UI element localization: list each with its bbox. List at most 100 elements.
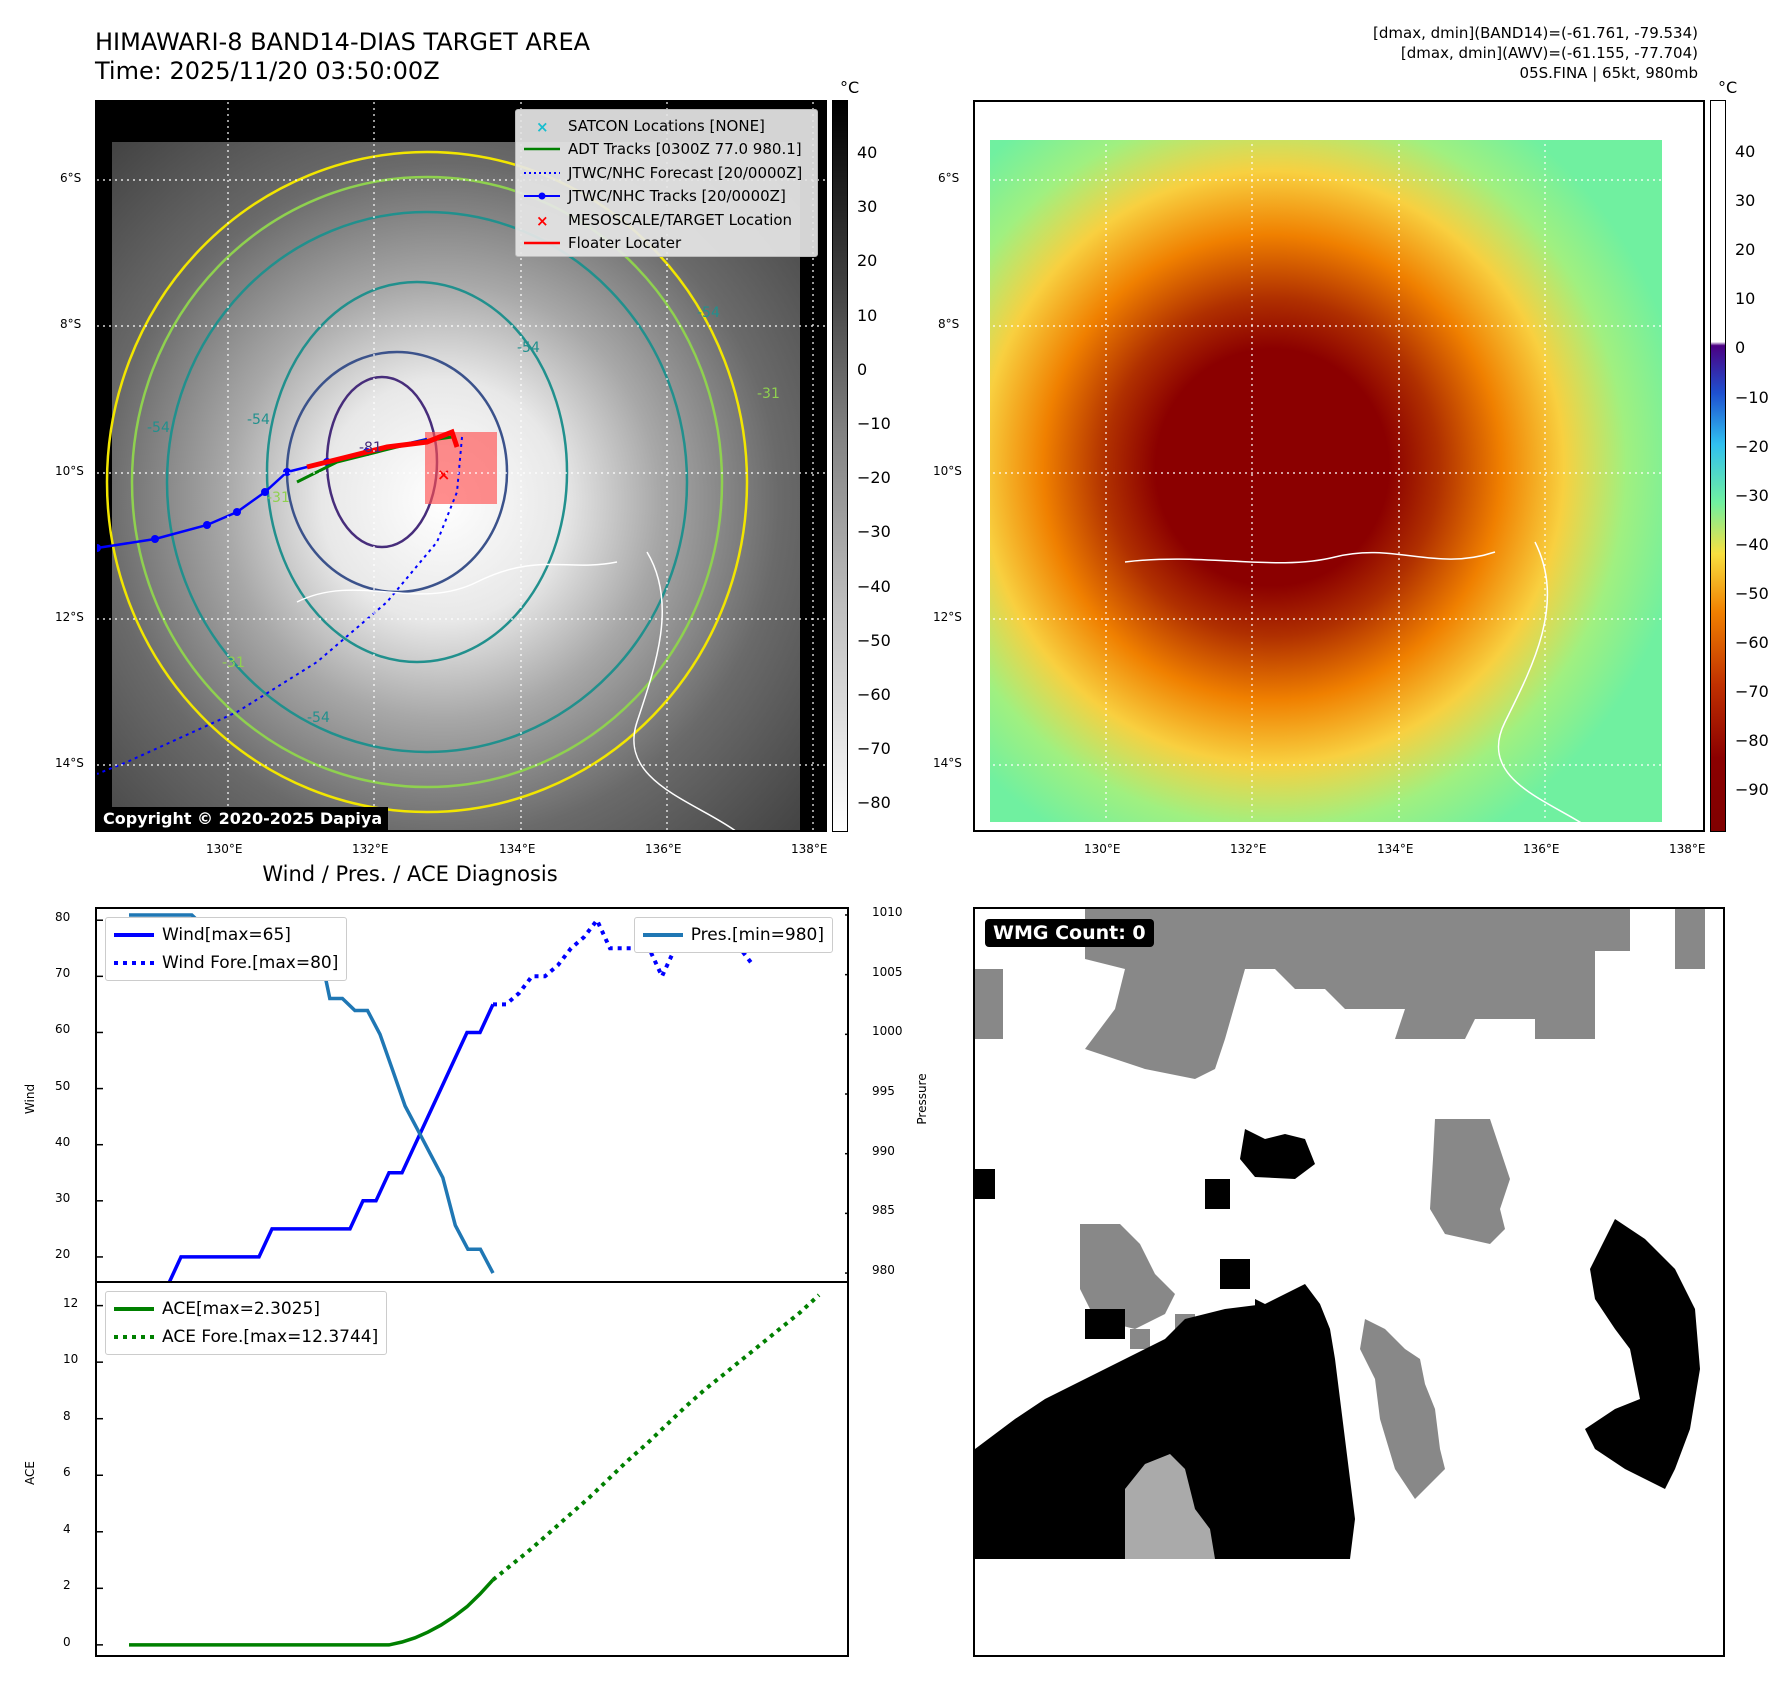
contour-label: -31 xyxy=(267,490,290,506)
lon-tick: 136°E xyxy=(645,842,682,856)
ace-panel: ACE[max=2.3025] ACE Fore.[max=12.3744] xyxy=(95,1281,849,1657)
pressure-ytick: 1010 xyxy=(872,904,903,919)
svg-text:×: × xyxy=(536,119,549,133)
lon-tick: 132°E xyxy=(1230,842,1267,856)
lat-tick: 6°S xyxy=(60,171,82,185)
awv-map-panel xyxy=(973,100,1705,832)
ace-ytick: 4 xyxy=(63,1521,71,1536)
svg-text:-54: -54 xyxy=(307,710,330,726)
colorbar-tick: 20 xyxy=(857,251,878,271)
wmg-light-region xyxy=(1125,1454,1215,1559)
svg-text:-81: -81 xyxy=(359,440,382,456)
wind-legend: Wind[max=65] Wind Fore.[max=80] xyxy=(105,917,348,981)
pressure-legend: Pres.[min=980] xyxy=(633,917,833,953)
svg-text:-54: -54 xyxy=(517,340,540,356)
ace-fore-legend-label: ACE Fore.[max=12.3744] xyxy=(162,1327,379,1347)
lon-tick: 138°E xyxy=(791,842,828,856)
colorbar-tick: −40 xyxy=(1735,534,1769,554)
colorbar-tick: −60 xyxy=(857,685,891,704)
map-legend-label: ADT Tracks [0300Z 77.0 980.1] xyxy=(568,140,802,159)
wind-ytick: 20 xyxy=(55,1246,71,1261)
jtwc-forecast xyxy=(97,436,463,775)
wind-ytick: 80 xyxy=(55,910,71,925)
map-legend-label: JTWC/NHC Tracks [20/0000Z] xyxy=(568,187,786,206)
map-legend-label: JTWC/NHC Forecast [20/0000Z] xyxy=(568,163,803,182)
map-legend-label: Floater Locater xyxy=(568,234,682,253)
colorbar1-unit: °C xyxy=(840,78,860,97)
colorbar-tick: −70 xyxy=(1735,682,1769,702)
wind-pressure-panel: Wind[max=65] Wind Fore.[max=80] Pres.[mi… xyxy=(95,907,849,1283)
colorbar-tick: −60 xyxy=(1735,633,1769,652)
ace-forecast-line xyxy=(491,1293,821,1582)
lon-tick: 130°E xyxy=(1084,842,1121,856)
wind-fore-legend-label: Wind Fore.[max=80] xyxy=(162,953,339,973)
wind-ytick: 40 xyxy=(55,1134,71,1149)
colorbar-gray xyxy=(832,100,848,832)
ace-ylabel: ACE xyxy=(23,1461,37,1485)
wmg-gray-region xyxy=(975,909,1705,1499)
lat-tick: 14°S xyxy=(55,756,84,770)
info-storm: 05S.FINA | 65kt, 980mb xyxy=(1519,64,1698,82)
map-legend-entry: ADT Tracks [0300Z 77.0 980.1] xyxy=(524,138,809,162)
target-box xyxy=(425,432,497,504)
wmg-count-badge: WMG Count: 0 xyxy=(985,919,1154,947)
ace-legend-label: ACE[max=2.3025] xyxy=(162,1299,320,1319)
svg-text:×: × xyxy=(536,213,549,227)
colorbar-tick: 20 xyxy=(1735,240,1756,260)
map-legend: × SATCON Locations [NONE] ADT Tracks [0300… xyxy=(515,109,818,257)
lat-tick: 14°S xyxy=(933,756,962,770)
colorbar-tick: 0 xyxy=(857,359,868,379)
colorbar-tick: −10 xyxy=(1735,387,1769,407)
ace-ytick: 2 xyxy=(63,1578,71,1593)
ace-ytick: 0 xyxy=(63,1634,71,1649)
wind-forecast-line xyxy=(493,916,755,1007)
pressure-ytick: 1005 xyxy=(872,964,903,979)
map-legend-entry: Floater Locater xyxy=(524,232,809,256)
awv-image xyxy=(990,140,1662,822)
colorbar2-unit: °C xyxy=(1718,78,1738,97)
pressure-ytick: 980 xyxy=(872,1263,895,1278)
lon-tick: 132°E xyxy=(352,842,389,856)
pressure-ytick: 990 xyxy=(872,1143,895,1158)
info-band14: [dmax, dmin](BAND14)=(-61.761, -79.534) xyxy=(1373,24,1698,42)
colorbar-tick: −10 xyxy=(857,414,891,433)
colorbar-tick: −30 xyxy=(857,522,891,542)
map-legend-label: MESOSCALE/TARGET Location xyxy=(568,210,793,229)
pressure-ytick: 1000 xyxy=(872,1024,903,1039)
colorbar-tick: −20 xyxy=(1735,436,1769,456)
lat-tick: 8°S xyxy=(60,317,82,331)
colorbar-tick: −40 xyxy=(857,576,891,596)
wmg-black-region xyxy=(975,1129,1700,1559)
colorbar-tick: −20 xyxy=(857,468,891,488)
colorbar-tick: −80 xyxy=(1735,731,1769,751)
wmg-panel: WMG Count: 0 xyxy=(973,907,1725,1657)
copyright: Copyright © 2020-2025 Dapiya xyxy=(97,807,389,830)
lon-tick: 136°E xyxy=(1523,842,1560,856)
colorbar-tick: −80 xyxy=(857,793,891,813)
pressure-ylabel: Pressure xyxy=(915,1073,929,1125)
info-awv: [dmax, dmin](AWV)=(-61.155, -77.704) xyxy=(1400,44,1698,62)
colorbar-tick: −50 xyxy=(1735,583,1769,603)
map-legend-entry: JTWC/NHC Tracks [20/0000Z] xyxy=(524,185,809,209)
svg-text:-54: -54 xyxy=(697,305,720,321)
ace-ytick: 10 xyxy=(63,1352,79,1367)
ace-series-line xyxy=(129,1578,495,1647)
lat-tick: 12°S xyxy=(933,610,962,624)
colorbar-tick: 40 xyxy=(1735,142,1756,161)
lon-tick: 130°E xyxy=(206,842,243,856)
lat-tick: 10°S xyxy=(933,464,962,478)
floater-track xyxy=(306,428,460,470)
wind-ytick: 60 xyxy=(55,1022,71,1037)
colorbar-tick: −70 xyxy=(857,739,891,759)
colorbar-awv xyxy=(1710,100,1726,832)
ace-ytick: 8 xyxy=(63,1408,71,1423)
colorbar-tick: 10 xyxy=(857,305,878,325)
colorbar-tick: 30 xyxy=(857,197,878,217)
pressure-legend-label: Pres.[min=980] xyxy=(690,925,824,945)
figure-title: HIMAWARI-8 BAND14-DIAS TARGET AREA xyxy=(95,28,591,56)
colorbar-tick: −90 xyxy=(1735,780,1769,800)
svg-text:-54: -54 xyxy=(247,412,270,428)
map-legend-label: SATCON Locations [NONE] xyxy=(568,116,765,135)
colorbar-tick: 10 xyxy=(1735,289,1756,309)
lat-tick: 8°S xyxy=(938,317,960,331)
